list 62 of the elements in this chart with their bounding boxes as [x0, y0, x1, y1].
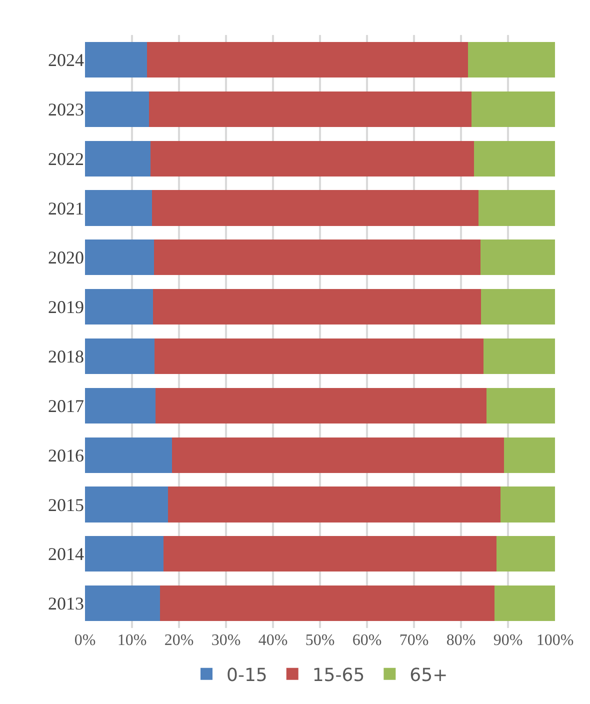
- bar: [153, 289, 482, 325]
- bar: [85, 289, 154, 325]
- y-tick-label: 2020: [48, 248, 84, 268]
- legend-label: 15-65: [312, 664, 365, 686]
- bar: [150, 140, 474, 176]
- y-tick-label: 2019: [48, 297, 84, 318]
- bar: [85, 240, 154, 276]
- x-tick-label: 60%: [352, 632, 382, 649]
- bar: [147, 42, 468, 78]
- bar: [494, 586, 555, 622]
- x-tick-label: 10%: [117, 632, 147, 649]
- bar: [471, 91, 555, 127]
- x-tick-label: 100%: [536, 632, 574, 649]
- bar: [85, 437, 172, 473]
- bar: [148, 91, 472, 127]
- y-tick-label: 2017: [48, 396, 84, 416]
- y-tick-label: 2022: [48, 148, 84, 169]
- bar: [484, 338, 555, 374]
- bar: [500, 486, 555, 522]
- y-tick-label: 2021: [48, 198, 84, 218]
- legend-label: 65+: [410, 664, 448, 686]
- x-tick-label: 80%: [446, 632, 476, 649]
- bar: [160, 586, 494, 622]
- y-tick-label: 2023: [48, 99, 84, 120]
- bar: [85, 140, 150, 176]
- bar: [154, 338, 484, 374]
- bar: [85, 388, 156, 424]
- x-tick-label: 20%: [164, 632, 194, 649]
- bar: [480, 240, 555, 276]
- y-tick-label: 2014: [48, 544, 84, 564]
- y-tick-label: 2015: [48, 494, 84, 515]
- bar: [85, 486, 168, 522]
- bar: [504, 437, 555, 473]
- bar: [152, 190, 478, 226]
- x-tick-label: 70%: [399, 632, 429, 649]
- bar: [172, 437, 504, 473]
- bar: [481, 289, 555, 325]
- bar: [85, 42, 148, 78]
- bar: [163, 536, 497, 572]
- bar: [168, 486, 500, 522]
- bar: [468, 42, 555, 78]
- y-tick-label: 2016: [48, 445, 84, 466]
- bar: [478, 190, 555, 226]
- legend-label: 0-15: [226, 664, 268, 686]
- bar: [85, 536, 164, 572]
- y-tick-label: 2018: [48, 346, 84, 367]
- x-tick-label: 90%: [493, 632, 523, 649]
- bar: [85, 586, 160, 622]
- bar: [496, 536, 555, 572]
- bar: [85, 338, 155, 374]
- y-tick-label: 2013: [48, 594, 84, 614]
- bar: [156, 388, 486, 424]
- bar: [474, 140, 555, 176]
- x-tick-label: 0%: [74, 632, 96, 649]
- bar: [154, 240, 480, 276]
- x-tick-label: 40%: [258, 632, 288, 649]
- bar: [85, 91, 149, 127]
- bar: [486, 388, 555, 424]
- x-tick-label: 50%: [305, 632, 335, 649]
- y-tick-label: 2024: [48, 50, 84, 70]
- x-tick-label: 30%: [211, 632, 241, 649]
- bar: [85, 190, 152, 226]
